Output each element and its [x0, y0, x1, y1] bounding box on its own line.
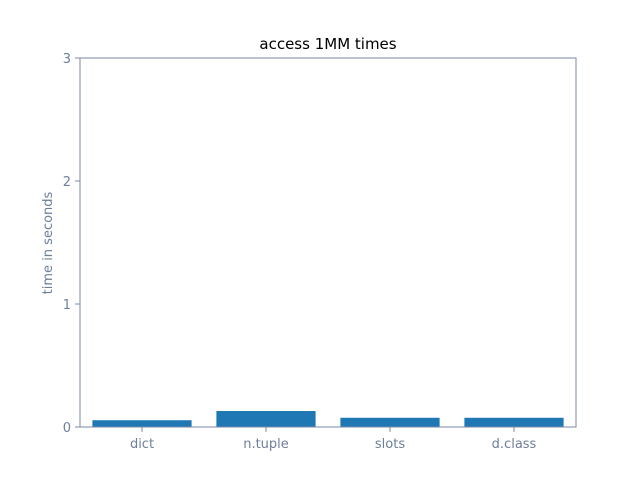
- y-axis-label: time in seconds: [41, 191, 56, 294]
- y-axis: 0 1 2 3: [63, 52, 80, 436]
- y-tick-label: 0: [63, 421, 71, 436]
- y-tick-label: 3: [63, 52, 71, 67]
- chart-title: access 1MM times: [259, 35, 396, 53]
- x-tick-label: slots: [375, 437, 405, 452]
- bar-dict: [92, 420, 192, 427]
- x-tick-label: dict: [130, 437, 154, 452]
- bar-d.class: [464, 417, 564, 427]
- y-tick-label: 1: [63, 298, 71, 313]
- x-axis: dict n.tuple slots d.class: [130, 427, 537, 452]
- x-tick-label: n.tuple: [243, 437, 289, 452]
- bar-n.tuple: [216, 411, 316, 427]
- bar-slots: [340, 417, 440, 427]
- bars: [92, 411, 564, 427]
- y-tick-label: 2: [63, 175, 71, 190]
- plot-frame: [79, 57, 577, 428]
- x-tick-label: d.class: [492, 437, 537, 452]
